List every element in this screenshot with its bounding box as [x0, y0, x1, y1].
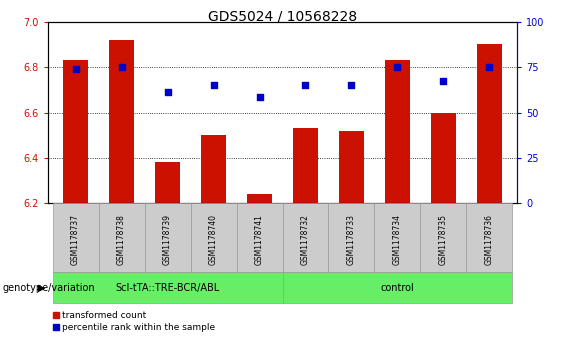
Point — [163, 89, 172, 95]
Bar — [466, 203, 512, 272]
Text: GSM1178735: GSM1178735 — [439, 214, 448, 265]
Text: GSM1178734: GSM1178734 — [393, 214, 402, 265]
Point — [255, 94, 264, 99]
Bar — [190, 203, 237, 272]
Bar — [385, 60, 410, 203]
Text: ▶: ▶ — [38, 283, 45, 293]
Bar — [109, 40, 134, 203]
Text: GDS5024 / 10568228: GDS5024 / 10568228 — [208, 9, 357, 23]
Bar — [247, 194, 272, 203]
Bar — [282, 272, 512, 303]
Bar — [53, 272, 282, 303]
Legend: transformed count, percentile rank within the sample: transformed count, percentile rank withi… — [53, 311, 216, 332]
Text: ScI-tTA::TRE-BCR/ABL: ScI-tTA::TRE-BCR/ABL — [115, 283, 220, 293]
Bar — [420, 203, 466, 272]
Text: GSM1178732: GSM1178732 — [301, 214, 310, 265]
Bar — [328, 203, 375, 272]
Bar — [339, 131, 364, 203]
Point — [439, 78, 448, 83]
Bar — [282, 203, 328, 272]
Text: GSM1178741: GSM1178741 — [255, 214, 264, 265]
Bar — [375, 203, 420, 272]
Point — [393, 64, 402, 70]
Point — [485, 64, 494, 70]
Bar — [155, 163, 180, 203]
Text: GSM1178739: GSM1178739 — [163, 214, 172, 265]
Bar — [201, 135, 226, 203]
Bar — [431, 113, 456, 203]
Point — [71, 66, 80, 72]
Text: GSM1178736: GSM1178736 — [485, 214, 494, 265]
Text: GSM1178738: GSM1178738 — [117, 214, 126, 265]
Bar — [237, 203, 282, 272]
Text: GSM1178740: GSM1178740 — [209, 214, 218, 265]
Bar — [63, 60, 88, 203]
Bar — [53, 203, 99, 272]
Bar — [477, 44, 502, 203]
Point — [301, 82, 310, 88]
Text: control: control — [381, 283, 414, 293]
Text: GSM1178737: GSM1178737 — [71, 214, 80, 265]
Point — [347, 82, 356, 88]
Text: GSM1178733: GSM1178733 — [347, 214, 356, 265]
Bar — [293, 129, 318, 203]
Bar — [145, 203, 190, 272]
Point — [209, 82, 218, 88]
Point — [117, 64, 126, 70]
Text: genotype/variation: genotype/variation — [3, 283, 95, 293]
Bar — [99, 203, 145, 272]
